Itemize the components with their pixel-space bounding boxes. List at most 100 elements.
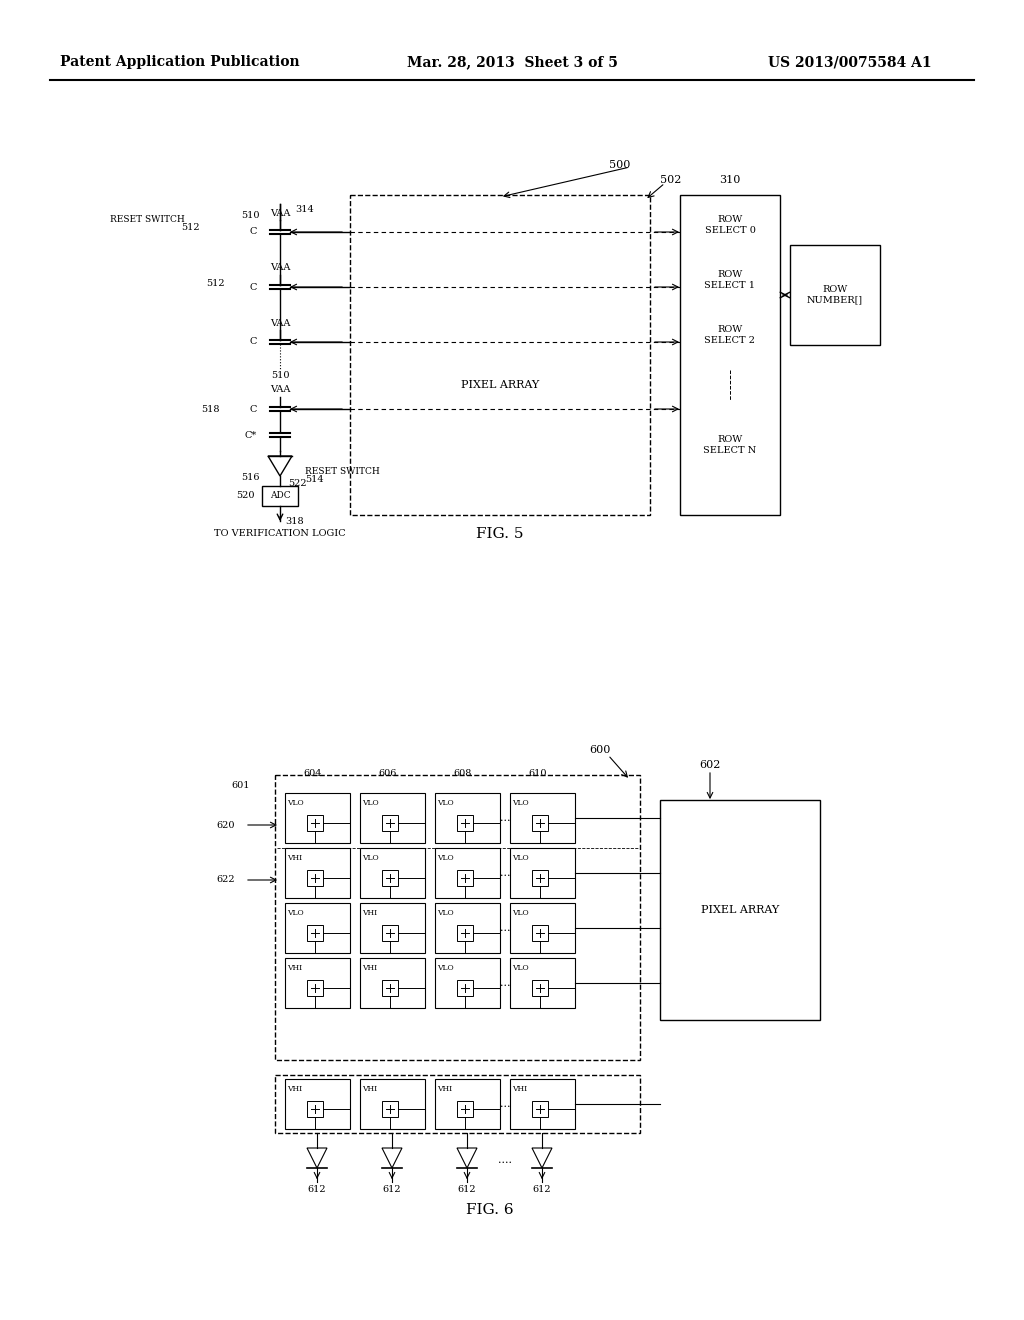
Text: 522: 522 <box>288 479 306 488</box>
Text: VLO: VLO <box>436 964 454 972</box>
Bar <box>532 814 548 832</box>
Bar <box>285 793 350 843</box>
Text: Patent Application Publication: Patent Application Publication <box>60 55 300 69</box>
Bar <box>285 1078 350 1129</box>
Bar <box>275 775 640 1060</box>
Bar <box>382 870 398 886</box>
Text: 606: 606 <box>379 768 397 777</box>
Text: ROW
SELECT N: ROW SELECT N <box>703 436 757 454</box>
Bar <box>360 958 425 1008</box>
Text: ROW
SELECT 0: ROW SELECT 0 <box>705 215 756 235</box>
Text: VLO: VLO <box>436 854 454 862</box>
Bar <box>307 925 323 941</box>
Text: RESET SWITCH: RESET SWITCH <box>111 215 185 224</box>
Text: 518: 518 <box>202 404 220 413</box>
Bar <box>457 979 473 997</box>
Text: 608: 608 <box>454 768 472 777</box>
Text: VHI: VHI <box>362 1085 378 1093</box>
Text: RESET SWITCH: RESET SWITCH <box>305 466 380 475</box>
Bar <box>510 958 575 1008</box>
Text: ROW
SELECT 1: ROW SELECT 1 <box>705 271 756 289</box>
Bar <box>790 246 880 345</box>
Text: VLO: VLO <box>287 799 303 807</box>
Bar <box>510 903 575 953</box>
Text: C: C <box>250 338 257 346</box>
Text: VLO: VLO <box>361 799 378 807</box>
Bar <box>360 847 425 898</box>
Bar <box>360 903 425 953</box>
Text: TO VERIFICATION LOGIC: TO VERIFICATION LOGIC <box>214 529 346 539</box>
Text: 600: 600 <box>590 744 610 755</box>
Text: VHI: VHI <box>512 1085 527 1093</box>
Text: 514: 514 <box>305 475 324 484</box>
Text: 510: 510 <box>242 210 260 219</box>
Text: VAA: VAA <box>269 264 290 272</box>
Bar <box>382 925 398 941</box>
Bar <box>435 903 500 953</box>
Text: VLO: VLO <box>361 854 378 862</box>
Text: PIXEL ARRAY: PIXEL ARRAY <box>461 380 539 389</box>
Bar <box>285 847 350 898</box>
Text: ...: ... <box>500 813 510 822</box>
Text: VLO: VLO <box>512 964 528 972</box>
Bar <box>435 847 500 898</box>
Bar <box>435 958 500 1008</box>
Text: VAA: VAA <box>269 209 290 218</box>
Bar <box>307 1101 323 1117</box>
Text: ....: .... <box>498 1155 512 1166</box>
Text: 310: 310 <box>719 176 740 185</box>
Bar <box>382 814 398 832</box>
Bar <box>262 486 298 506</box>
Bar <box>532 925 548 941</box>
Text: C: C <box>250 404 257 413</box>
Text: 314: 314 <box>295 206 313 214</box>
Bar <box>307 870 323 886</box>
Text: 620: 620 <box>216 821 234 829</box>
Text: ROW
NUMBER[]: ROW NUMBER[] <box>807 285 863 305</box>
Bar <box>350 195 650 515</box>
Text: 512: 512 <box>207 279 225 288</box>
Text: VHI: VHI <box>362 909 378 917</box>
Text: 520: 520 <box>237 491 255 500</box>
Text: VHI: VHI <box>437 1085 453 1093</box>
Text: ...: ... <box>500 1100 510 1109</box>
Text: VHI: VHI <box>288 964 302 972</box>
Bar <box>382 979 398 997</box>
Text: VLO: VLO <box>512 909 528 917</box>
Text: 604: 604 <box>304 768 323 777</box>
Text: VLO: VLO <box>512 799 528 807</box>
Text: ...: ... <box>500 869 510 878</box>
Bar <box>510 793 575 843</box>
Text: 502: 502 <box>660 176 681 185</box>
Text: VHI: VHI <box>362 964 378 972</box>
Text: FIG. 6: FIG. 6 <box>466 1203 514 1217</box>
Text: FIG. 5: FIG. 5 <box>476 527 523 541</box>
Text: VHI: VHI <box>288 854 302 862</box>
Text: Mar. 28, 2013  Sheet 3 of 5: Mar. 28, 2013 Sheet 3 of 5 <box>407 55 617 69</box>
Text: 318: 318 <box>285 516 304 525</box>
Text: 612: 612 <box>307 1185 327 1195</box>
Text: ROW
SELECT 2: ROW SELECT 2 <box>705 325 756 345</box>
Bar <box>285 903 350 953</box>
Text: 622: 622 <box>216 875 234 884</box>
Bar <box>275 1074 640 1133</box>
Text: VAA: VAA <box>269 385 290 395</box>
Text: C: C <box>250 227 257 236</box>
Bar <box>510 1078 575 1129</box>
Text: VHI: VHI <box>288 1085 302 1093</box>
Text: C*: C* <box>245 432 257 441</box>
Text: 602: 602 <box>699 760 721 770</box>
Text: 500: 500 <box>609 160 631 170</box>
Text: 612: 612 <box>383 1185 401 1195</box>
Text: VLO: VLO <box>436 909 454 917</box>
Text: 512: 512 <box>181 223 200 232</box>
Bar <box>457 1101 473 1117</box>
Bar <box>435 1078 500 1129</box>
Bar <box>457 814 473 832</box>
Text: ADC: ADC <box>269 491 291 500</box>
Text: VLO: VLO <box>287 909 303 917</box>
Bar <box>307 979 323 997</box>
Bar <box>680 195 780 515</box>
Text: US 2013/0075584 A1: US 2013/0075584 A1 <box>768 55 932 69</box>
Bar <box>532 870 548 886</box>
